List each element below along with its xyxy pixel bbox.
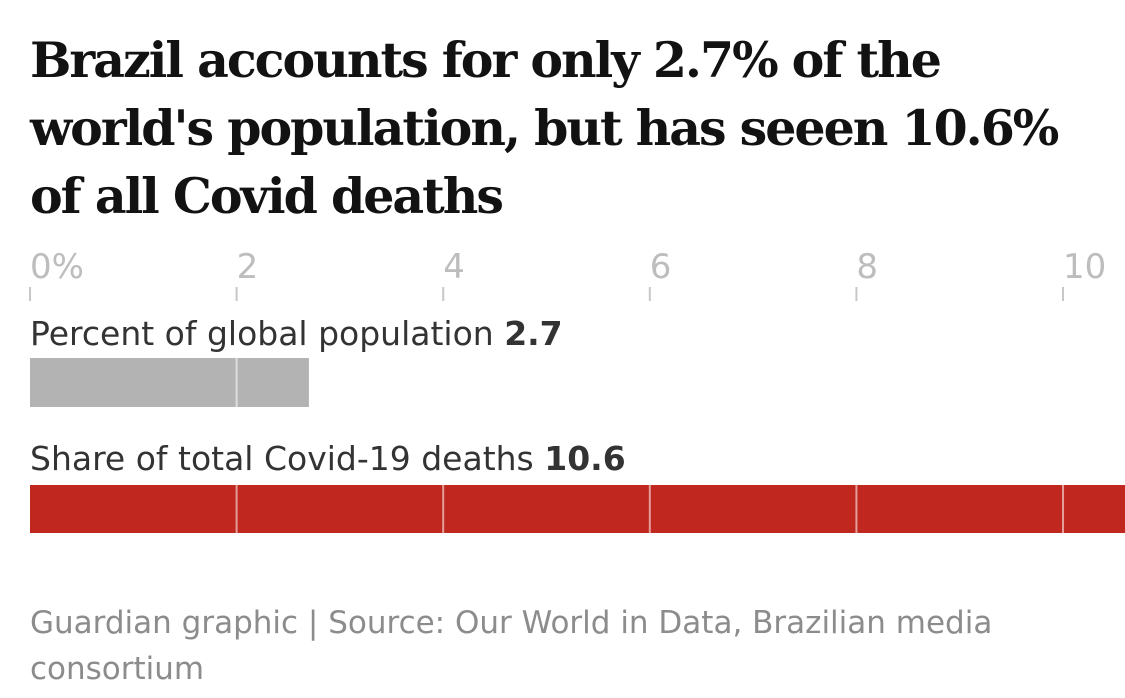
- bar: [30, 358, 309, 407]
- x-tick-label: 4: [443, 247, 465, 287]
- x-tick-label: 2: [237, 247, 259, 287]
- bar: [30, 485, 1125, 533]
- x-tick-label: 6: [650, 247, 672, 287]
- bar-value-label: 10.6: [544, 439, 625, 478]
- bar-label: Percent of global population 2.7: [30, 314, 563, 353]
- x-tick-label: 10: [1063, 247, 1106, 287]
- source-note: Guardian graphic | Source: Our World in …: [30, 605, 993, 687]
- x-tick-label: 8: [856, 247, 878, 287]
- chart-title: Brazil accounts for only 2.7% of the wor…: [30, 31, 1059, 225]
- x-tick-label: 0%: [30, 247, 84, 287]
- bar-label: Share of total Covid-19 deaths 10.6: [30, 439, 626, 478]
- bar-value-label: 2.7: [504, 314, 562, 353]
